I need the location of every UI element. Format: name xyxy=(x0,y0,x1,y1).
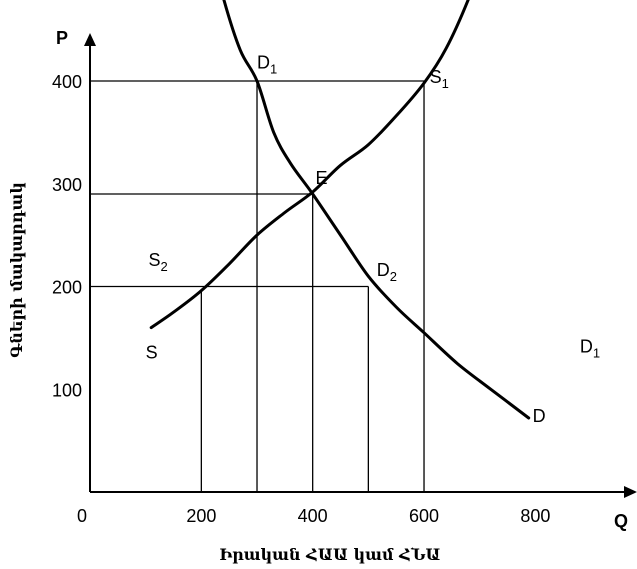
e-label: E xyxy=(315,168,327,188)
y-axis-letter: P xyxy=(56,28,68,48)
x-axis-letter: Q xyxy=(614,511,628,531)
x-tick-400: 400 xyxy=(298,506,328,526)
d-bottom-label: D xyxy=(533,406,546,426)
y-tick-400: 400 xyxy=(52,72,82,92)
y-tick-300: 300 xyxy=(52,175,82,195)
guide-lines xyxy=(90,80,425,492)
x-axis-title: Իրական ՀԱԱ կամ ՀՆԱ xyxy=(219,545,440,564)
d2-label: D2 xyxy=(377,260,397,284)
s1-label: S1 xyxy=(430,67,449,91)
x-tick-600: 600 xyxy=(409,506,439,526)
s2-label: S2 xyxy=(148,250,167,274)
y-tick-200: 200 xyxy=(52,278,82,298)
y-tick-100: 100 xyxy=(52,380,82,400)
demand-curve xyxy=(222,0,531,420)
x-axis-arrow xyxy=(624,486,637,498)
x-tick-200: 200 xyxy=(186,506,216,526)
d1-right-label: D1 xyxy=(580,336,600,360)
s-bottom-label: S xyxy=(146,342,158,362)
tick-labels: 0200400600800100200300400500 xyxy=(52,72,550,526)
curve-labels: DSD1S1ES2D2SD1D xyxy=(146,53,600,426)
curves xyxy=(149,0,531,420)
axes xyxy=(84,33,637,498)
x-tick-0: 0 xyxy=(77,506,87,526)
supply-curve xyxy=(149,0,470,330)
d1-label: D1 xyxy=(257,53,277,77)
x-tick-800: 800 xyxy=(520,506,550,526)
y-axis-title: Գների մակարդակ xyxy=(7,182,26,358)
y-axis-arrow xyxy=(84,33,96,46)
